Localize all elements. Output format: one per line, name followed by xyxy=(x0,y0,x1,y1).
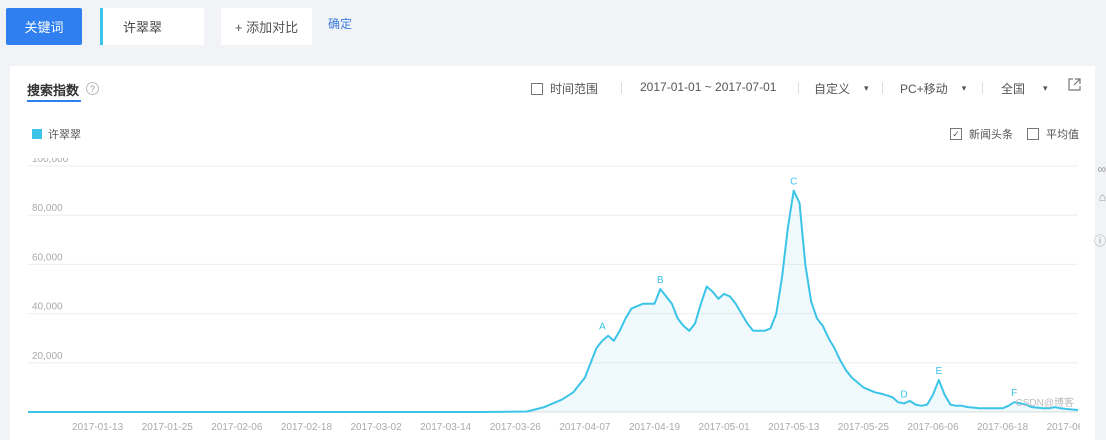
add-compare-button[interactable]: + 添加对比 xyxy=(221,8,312,45)
x-tick-label: 2017-06-30 xyxy=(1047,422,1080,433)
x-tick-label: 2017-03-02 xyxy=(350,422,402,433)
news-headline-option[interactable]: ✓ 新闻头条 xyxy=(950,126,1013,142)
time-range-label: 时间范围 xyxy=(550,82,599,96)
chart-legend[interactable]: 许翠翠 xyxy=(32,126,81,142)
x-tick-label: 2017-02-18 xyxy=(281,422,333,433)
watermark-text: CSDN@博客 xyxy=(1016,396,1075,409)
annotation-marker: E xyxy=(935,366,942,377)
divider xyxy=(982,82,983,94)
external-link-icon xyxy=(1068,78,1081,91)
x-tick-label: 2017-01-25 xyxy=(142,422,194,433)
annotation-marker: C xyxy=(790,177,797,188)
custom-label: 自定义 xyxy=(814,82,851,96)
x-tick-label: 2017-05-13 xyxy=(768,422,820,433)
custom-select[interactable]: 自定义 ▾ xyxy=(814,80,869,97)
top-toolbar: 关键词 许翠翠 + 添加对比 确定 xyxy=(0,0,1106,60)
home-icon[interactable]: ⌂ xyxy=(1098,190,1106,204)
help-circle-icon[interactable]: ⓘ xyxy=(1093,234,1106,248)
checkbox-icon[interactable] xyxy=(1027,128,1039,140)
divider xyxy=(798,82,799,94)
chevron-down-icon: ▾ xyxy=(961,83,967,93)
annotation-marker: B xyxy=(657,275,664,286)
x-tick-label: 2017-04-07 xyxy=(559,422,611,433)
device-label: PC+移动 xyxy=(900,82,948,96)
checked-box-icon[interactable]: ✓ xyxy=(950,128,962,140)
series-area xyxy=(28,190,1078,412)
help-icon[interactable]: ? xyxy=(86,82,99,95)
y-tick-label: 20,000 xyxy=(32,351,63,362)
legend-swatch xyxy=(32,129,42,139)
device-select[interactable]: PC+移动 ▾ xyxy=(900,80,966,97)
divider xyxy=(621,82,622,94)
confirm-link[interactable]: 确定 xyxy=(328,17,353,31)
x-tick-label: 2017-06-06 xyxy=(907,422,959,433)
x-tick-label: 2017-01-13 xyxy=(72,422,124,433)
keyword-input-box[interactable]: 许翠翠 xyxy=(100,8,204,45)
annotation-marker: A xyxy=(599,322,606,333)
legend-label: 许翠翠 xyxy=(48,129,81,141)
divider xyxy=(882,82,883,94)
average-label: 平均值 xyxy=(1046,129,1079,141)
average-option[interactable]: 平均值 xyxy=(1027,126,1079,142)
panel-title: 搜索指数 xyxy=(27,83,80,98)
time-range-toggle[interactable]: 时间范围 xyxy=(531,80,598,97)
annotation-marker: D xyxy=(900,389,907,400)
export-button[interactable] xyxy=(1068,78,1081,91)
checkbox-icon[interactable] xyxy=(531,82,543,95)
x-tick-label: 2017-04-19 xyxy=(629,422,681,433)
chevron-down-icon: ▾ xyxy=(1043,83,1048,93)
date-range-text: 2017-01-01 ~ 2017-07-01 xyxy=(640,80,777,94)
x-tick-label: 2017-06-18 xyxy=(977,422,1029,433)
share-icon[interactable]: ∞ xyxy=(1097,162,1106,176)
keyword-tab-button[interactable]: 关键词 xyxy=(6,8,82,45)
date-range-picker[interactable]: 2017-01-01 ~ 2017-07-01 xyxy=(640,80,776,94)
search-index-chart[interactable]: 100,000 80,000 60,000 40,000 20,000 2017-01-1… xyxy=(10,158,1080,438)
x-tick-label: 2017-02-06 xyxy=(211,422,263,433)
news-label: 新闻头条 xyxy=(969,129,1013,141)
x-tick-label: 2017-03-26 xyxy=(490,422,542,433)
x-tick-label: 2017-03-14 xyxy=(420,422,472,433)
x-tick-label: 2017-05-25 xyxy=(838,422,890,433)
y-tick-label: 80,000 xyxy=(32,203,63,214)
search-index-panel: 搜索指数 ? 时间范围 2017-01-01 ~ 2017-07-01 自定义 … xyxy=(10,66,1095,440)
region-select[interactable]: 全国 ▾ xyxy=(1001,80,1048,97)
annotation-marker: F xyxy=(1011,388,1017,399)
region-label: 全国 xyxy=(1001,82,1026,96)
y-tick-label: 40,000 xyxy=(32,302,63,313)
y-tick-label: 100,000 xyxy=(32,158,69,165)
series-line xyxy=(28,189,1079,413)
title-underline xyxy=(27,100,81,102)
x-tick-label: 2017-05-01 xyxy=(699,422,751,433)
chevron-down-icon: ▾ xyxy=(864,83,869,93)
y-tick-label: 60,000 xyxy=(32,252,63,263)
